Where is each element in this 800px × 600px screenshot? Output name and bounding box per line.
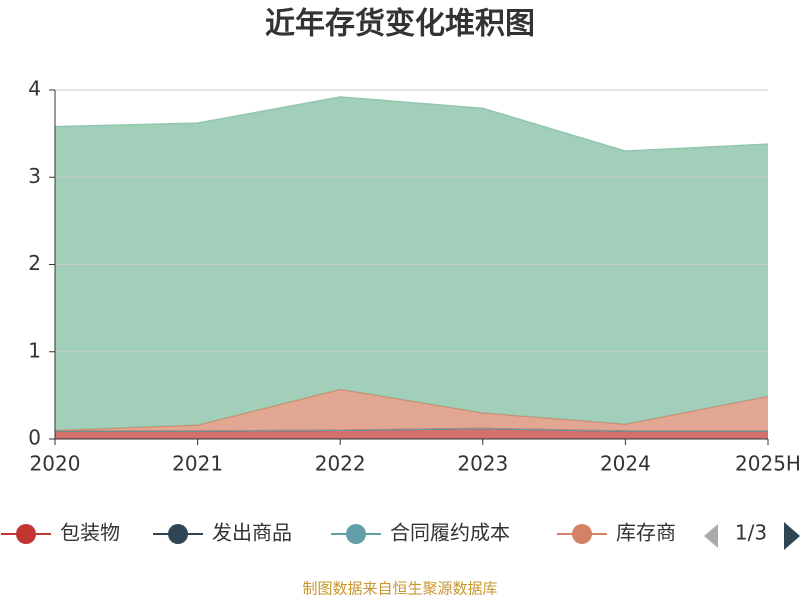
x-tick-label: 2023 xyxy=(457,452,508,476)
y-tick-label: 1 xyxy=(28,338,41,362)
legend-label: 包装物 xyxy=(60,521,120,545)
legend-label: 发出商品 xyxy=(212,521,292,545)
y-tick-label: 2 xyxy=(28,251,41,275)
x-tick-label: 2020 xyxy=(30,452,81,476)
plot-area xyxy=(54,96,769,439)
x-tick-label: 2024 xyxy=(600,452,651,476)
y-tick-label: 4 xyxy=(28,77,41,101)
legend-page: 1/3 xyxy=(735,521,767,545)
x-tick-label: 2025H xyxy=(735,452,800,476)
legend-marker xyxy=(16,524,36,544)
y-tick-label: 0 xyxy=(28,426,41,450)
legend-label: 库存商 xyxy=(616,521,676,545)
x-tick-label: 2021 xyxy=(172,452,223,476)
legend-next[interactable] xyxy=(784,522,800,550)
legend-marker xyxy=(168,524,188,544)
x-tick-label: 2022 xyxy=(315,452,366,476)
chart-title: 近年存货变化堆积图 xyxy=(265,7,535,42)
area-line xyxy=(54,96,769,152)
legend: 包装物 发出商品 合同履约成本 库存商 xyxy=(1,521,676,545)
legend-marker xyxy=(346,524,366,544)
legend-label: 合同履约成本 xyxy=(390,521,510,545)
y-tick-label: 3 xyxy=(28,164,41,188)
legend-prev[interactable] xyxy=(704,524,718,548)
footer: 制图数据来自恒生聚源数据库 xyxy=(302,580,497,598)
area xyxy=(55,389,768,432)
legend-marker xyxy=(572,524,592,544)
area xyxy=(55,96,768,431)
